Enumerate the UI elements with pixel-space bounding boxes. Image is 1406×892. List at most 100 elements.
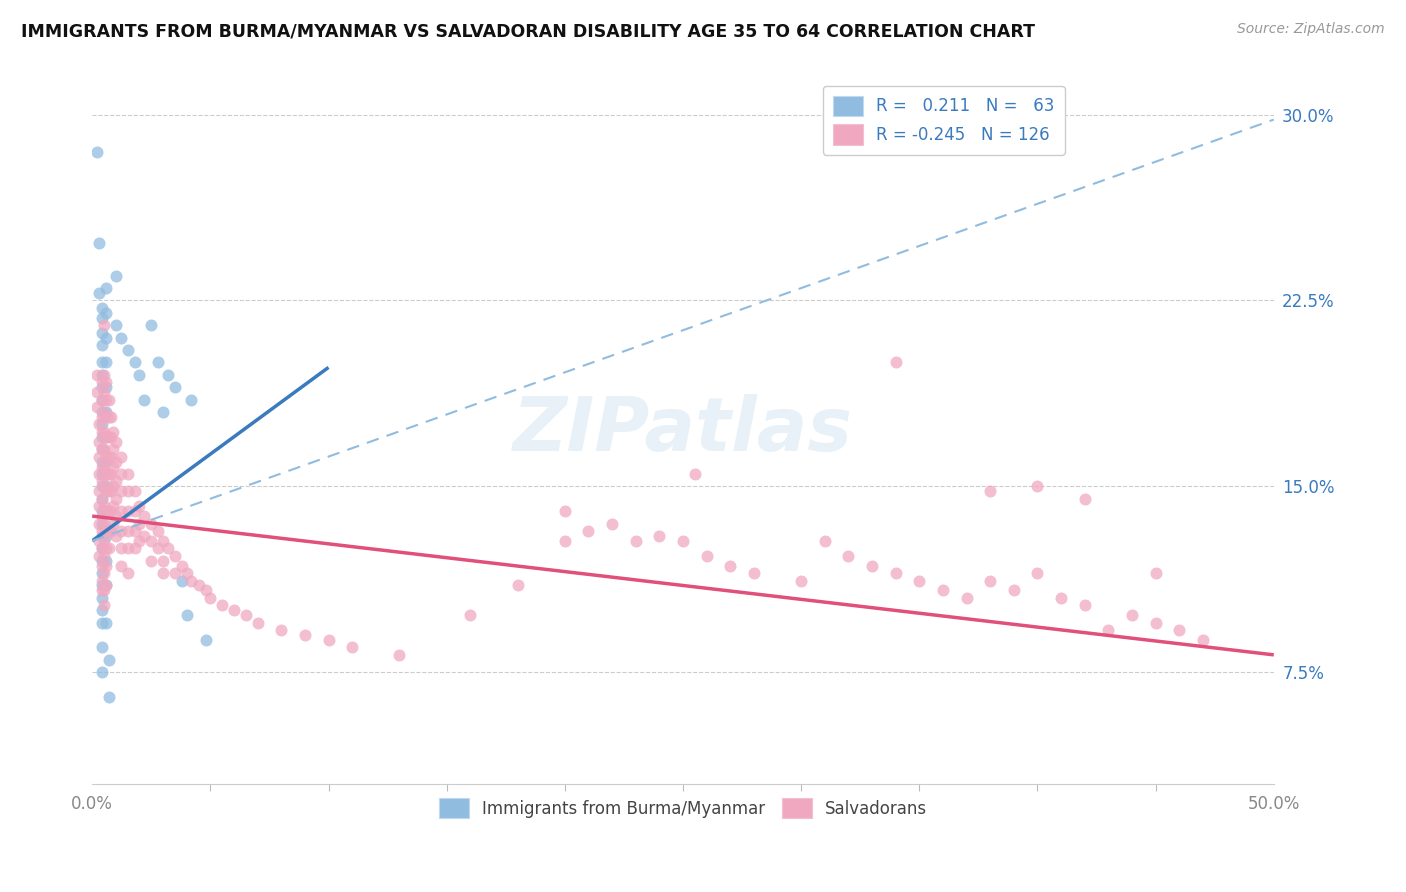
- Point: [187, 578, 209, 592]
- Point: [97, 409, 120, 424]
- Point: [578, 524, 600, 538]
- Point: [790, 574, 813, 588]
- Point: [141, 318, 163, 333]
- Point: [93, 318, 115, 333]
- Point: [90, 574, 112, 588]
- Point: [128, 499, 150, 513]
- Point: [96, 430, 118, 444]
- Point: [110, 524, 132, 538]
- Legend: Immigrants from Burma/Myanmar, Salvadorans: Immigrants from Burma/Myanmar, Salvadora…: [432, 791, 934, 825]
- Point: [148, 541, 170, 556]
- Point: [90, 554, 112, 568]
- Point: [90, 442, 112, 457]
- Point: [96, 281, 118, 295]
- Point: [90, 425, 112, 439]
- Point: [90, 591, 112, 605]
- Point: [93, 425, 115, 439]
- Point: [89, 499, 111, 513]
- Point: [163, 549, 186, 563]
- Point: [96, 409, 118, 424]
- Point: [837, 549, 859, 563]
- Point: [96, 331, 118, 345]
- Point: [89, 549, 111, 563]
- Point: [554, 533, 576, 548]
- Point: [176, 566, 198, 580]
- Point: [163, 566, 186, 580]
- Point: [96, 355, 118, 369]
- Point: [90, 558, 112, 573]
- Point: [96, 450, 118, 464]
- Point: [110, 331, 132, 345]
- Point: [104, 318, 127, 333]
- Point: [1026, 566, 1049, 580]
- Point: [648, 529, 671, 543]
- Point: [93, 583, 115, 598]
- Point: [89, 533, 111, 548]
- Point: [1168, 623, 1191, 637]
- Point: [86, 368, 108, 382]
- Point: [124, 504, 146, 518]
- Point: [294, 628, 316, 642]
- Point: [110, 467, 132, 481]
- Point: [93, 533, 115, 548]
- Point: [200, 591, 222, 605]
- Point: [1002, 583, 1025, 598]
- Point: [93, 599, 115, 613]
- Point: [96, 578, 118, 592]
- Point: [180, 392, 202, 407]
- Point: [1074, 491, 1097, 506]
- Point: [884, 355, 907, 369]
- Point: [104, 529, 127, 543]
- Point: [90, 665, 112, 680]
- Point: [117, 484, 139, 499]
- Point: [128, 368, 150, 382]
- Point: [89, 516, 111, 531]
- Point: [683, 467, 706, 481]
- Point: [1097, 623, 1119, 637]
- Point: [600, 516, 623, 531]
- Point: [103, 479, 125, 493]
- Point: [93, 499, 115, 513]
- Point: [90, 310, 112, 325]
- Point: [90, 491, 112, 506]
- Point: [103, 516, 125, 531]
- Point: [90, 380, 112, 394]
- Point: [90, 541, 112, 556]
- Point: [96, 524, 118, 538]
- Point: [100, 409, 122, 424]
- Point: [176, 608, 198, 623]
- Point: [110, 504, 132, 518]
- Point: [908, 574, 931, 588]
- Point: [93, 385, 115, 400]
- Point: [134, 509, 156, 524]
- Point: [90, 578, 112, 592]
- Point: [979, 484, 1001, 499]
- Point: [90, 405, 112, 419]
- Point: [696, 549, 718, 563]
- Point: [96, 504, 118, 518]
- Point: [90, 392, 112, 407]
- Point: [86, 145, 108, 159]
- Point: [90, 640, 112, 655]
- Point: [96, 554, 118, 568]
- Point: [90, 326, 112, 340]
- Point: [90, 491, 112, 506]
- Point: [318, 632, 340, 647]
- Text: IMMIGRANTS FROM BURMA/MYANMAR VS SALVADORAN DISABILITY AGE 35 TO 64 CORRELATION : IMMIGRANTS FROM BURMA/MYANMAR VS SALVADO…: [21, 22, 1035, 40]
- Point: [156, 541, 179, 556]
- Point: [89, 467, 111, 481]
- Point: [90, 479, 112, 493]
- Point: [148, 355, 170, 369]
- Point: [90, 338, 112, 352]
- Point: [96, 454, 118, 468]
- Point: [1050, 591, 1073, 605]
- Point: [1144, 615, 1167, 630]
- Point: [141, 533, 163, 548]
- Point: [152, 554, 174, 568]
- Text: Source: ZipAtlas.com: Source: ZipAtlas.com: [1237, 22, 1385, 37]
- Point: [117, 541, 139, 556]
- Point: [104, 454, 127, 468]
- Point: [270, 623, 292, 637]
- Point: [340, 640, 363, 655]
- Point: [100, 450, 122, 464]
